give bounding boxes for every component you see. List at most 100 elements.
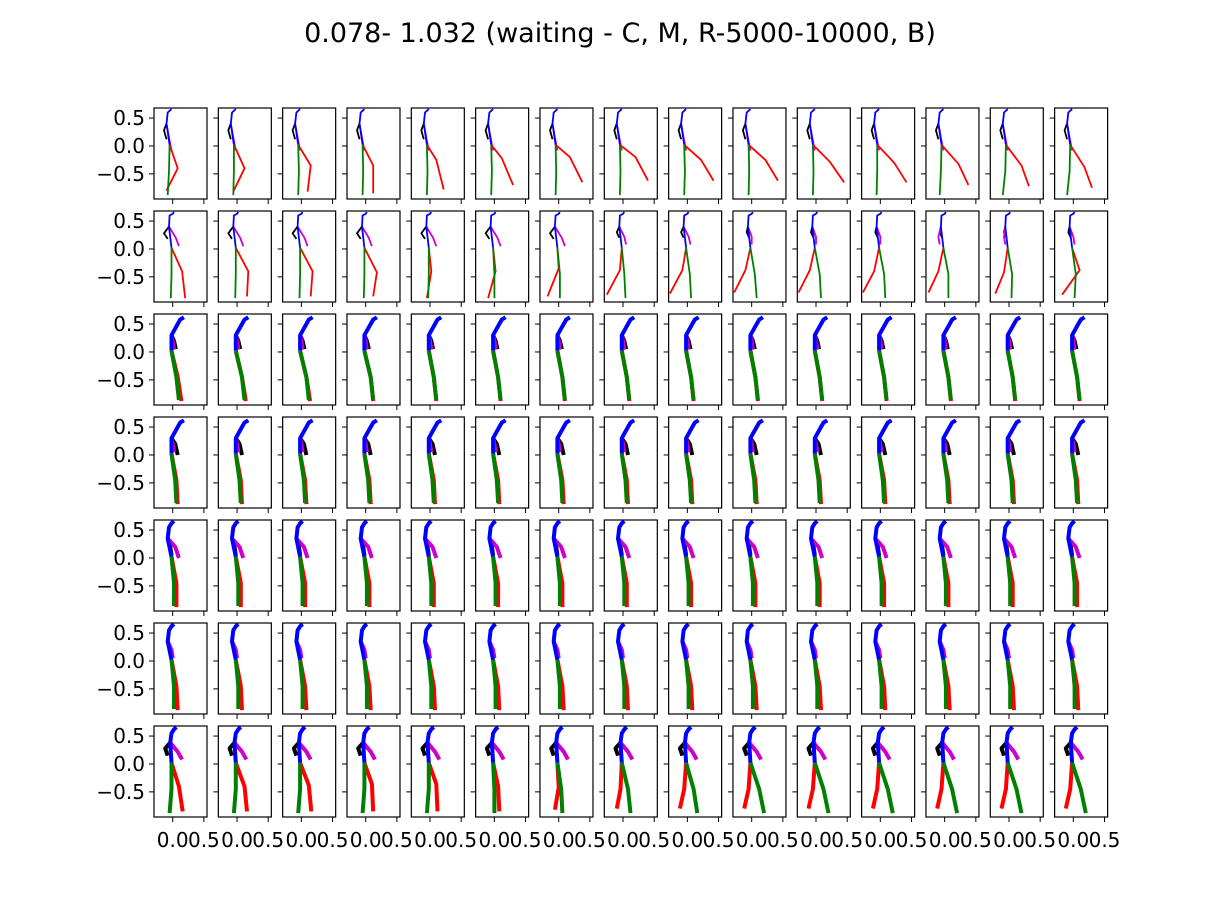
axes-frame	[217, 313, 272, 406]
series-line-right-leg	[1061, 247, 1081, 296]
series-line-left-arm	[1063, 123, 1068, 140]
skeleton	[873, 623, 888, 711]
series-line-left-leg	[491, 659, 498, 709]
series-line-spine-head	[232, 211, 240, 248]
skeleton	[1066, 520, 1082, 608]
series-line-spine-head	[169, 418, 185, 454]
series-line-spine-head	[808, 108, 816, 145]
subplot-panel	[277, 210, 337, 307]
series-line-spine-head	[423, 623, 433, 661]
axes-frame	[1054, 107, 1109, 200]
skeleton	[613, 108, 649, 196]
subplot-panel	[920, 519, 980, 616]
skeleton	[420, 726, 442, 814]
series-line-left-leg	[684, 453, 694, 504]
x-tick-label: 0.0	[285, 828, 317, 852]
series-line-left-leg	[877, 659, 884, 709]
series-line-left-arm	[291, 226, 299, 240]
skeleton	[358, 520, 374, 608]
series-line-left-leg	[877, 350, 889, 401]
series-line-left-leg	[812, 762, 831, 814]
series-line-right-leg	[614, 762, 624, 809]
series-line-left-arm	[163, 226, 170, 240]
series-line-left-leg	[1005, 556, 1013, 606]
series-line-spine-head	[169, 315, 185, 351]
series-line-spine-head	[940, 726, 950, 763]
axes-frame	[410, 107, 465, 200]
skeleton	[616, 623, 630, 711]
axes-frame	[346, 725, 401, 818]
subplot-panel	[985, 519, 1044, 616]
series-line-left-leg	[556, 247, 561, 299]
axes-frame	[153, 519, 208, 612]
axes-frame	[861, 519, 916, 612]
series-line-left-leg	[941, 453, 951, 504]
skeleton	[426, 418, 443, 505]
series-line-spine-head	[233, 418, 250, 454]
subplot-panel	[149, 416, 208, 513]
subplot-panel	[856, 107, 916, 204]
series-line-left-leg	[812, 453, 822, 504]
series-line-right-leg	[233, 762, 249, 812]
skeleton	[935, 726, 960, 814]
skeleton	[165, 623, 180, 711]
series-line-spine-head	[487, 623, 497, 661]
series-line-left-leg	[427, 247, 430, 299]
skeleton	[680, 623, 695, 711]
skeleton	[362, 315, 378, 402]
skeleton	[937, 520, 953, 608]
subplot-panel	[277, 725, 337, 822]
axes-frame	[989, 622, 1044, 715]
axes-frame	[346, 416, 401, 509]
series-line-left-arm	[742, 123, 747, 140]
series-line-left-leg	[362, 659, 369, 709]
subplot-panel	[277, 622, 337, 719]
series-line-left-leg	[1005, 350, 1018, 401]
series-line-spine-head	[682, 211, 690, 248]
x-tick-label: 0.0	[864, 828, 896, 852]
skeleton	[1063, 108, 1093, 196]
series-line-right-arm	[1069, 741, 1085, 761]
series-line-left-leg	[748, 556, 755, 606]
axes-frame	[410, 313, 465, 406]
series-line-left-leg	[490, 144, 493, 196]
series-line-spine-head	[489, 726, 500, 763]
skeleton	[744, 623, 759, 711]
series-line-left-leg	[426, 350, 439, 401]
subplot-panel	[213, 622, 272, 719]
y-tick-label: 0.5	[113, 621, 145, 645]
x-tick-label: 0.5	[831, 828, 863, 852]
subplot-panel	[599, 622, 658, 719]
series-line-left-leg	[233, 453, 243, 504]
axes-frame	[539, 725, 594, 818]
series-line-right-leg	[994, 247, 1009, 294]
series-line-spine-head	[680, 520, 690, 558]
y-tick-label: −0.5	[96, 574, 145, 598]
series-line-left-arm	[677, 123, 682, 140]
axes-frame	[603, 519, 658, 612]
series-line-spine-head	[361, 726, 371, 763]
series-line-left-leg	[555, 350, 567, 401]
axes-frame	[217, 622, 272, 715]
skeleton	[1063, 726, 1088, 814]
subplot-panel	[856, 416, 916, 513]
axes-frame	[989, 519, 1044, 612]
x-tick-label: 0.5	[1089, 828, 1121, 852]
series-line-left-leg	[941, 556, 948, 606]
axes-frame	[346, 313, 401, 406]
skeleton	[356, 211, 378, 299]
subplot-panel	[663, 313, 723, 410]
series-line-right-arm	[425, 226, 438, 247]
subplot-panel	[727, 416, 787, 513]
subplot-panel	[1049, 313, 1109, 410]
series-line-spine-head	[362, 418, 378, 454]
subplot-panel	[920, 622, 980, 719]
series-line-spine-head	[229, 108, 237, 145]
axes-frame	[861, 416, 916, 509]
series-line-left-leg	[491, 453, 501, 504]
axes-frame	[861, 725, 916, 818]
skeleton	[812, 315, 829, 402]
series-line-spine-head	[618, 726, 629, 763]
axes-frame	[796, 519, 851, 612]
axes-frame	[282, 313, 337, 406]
